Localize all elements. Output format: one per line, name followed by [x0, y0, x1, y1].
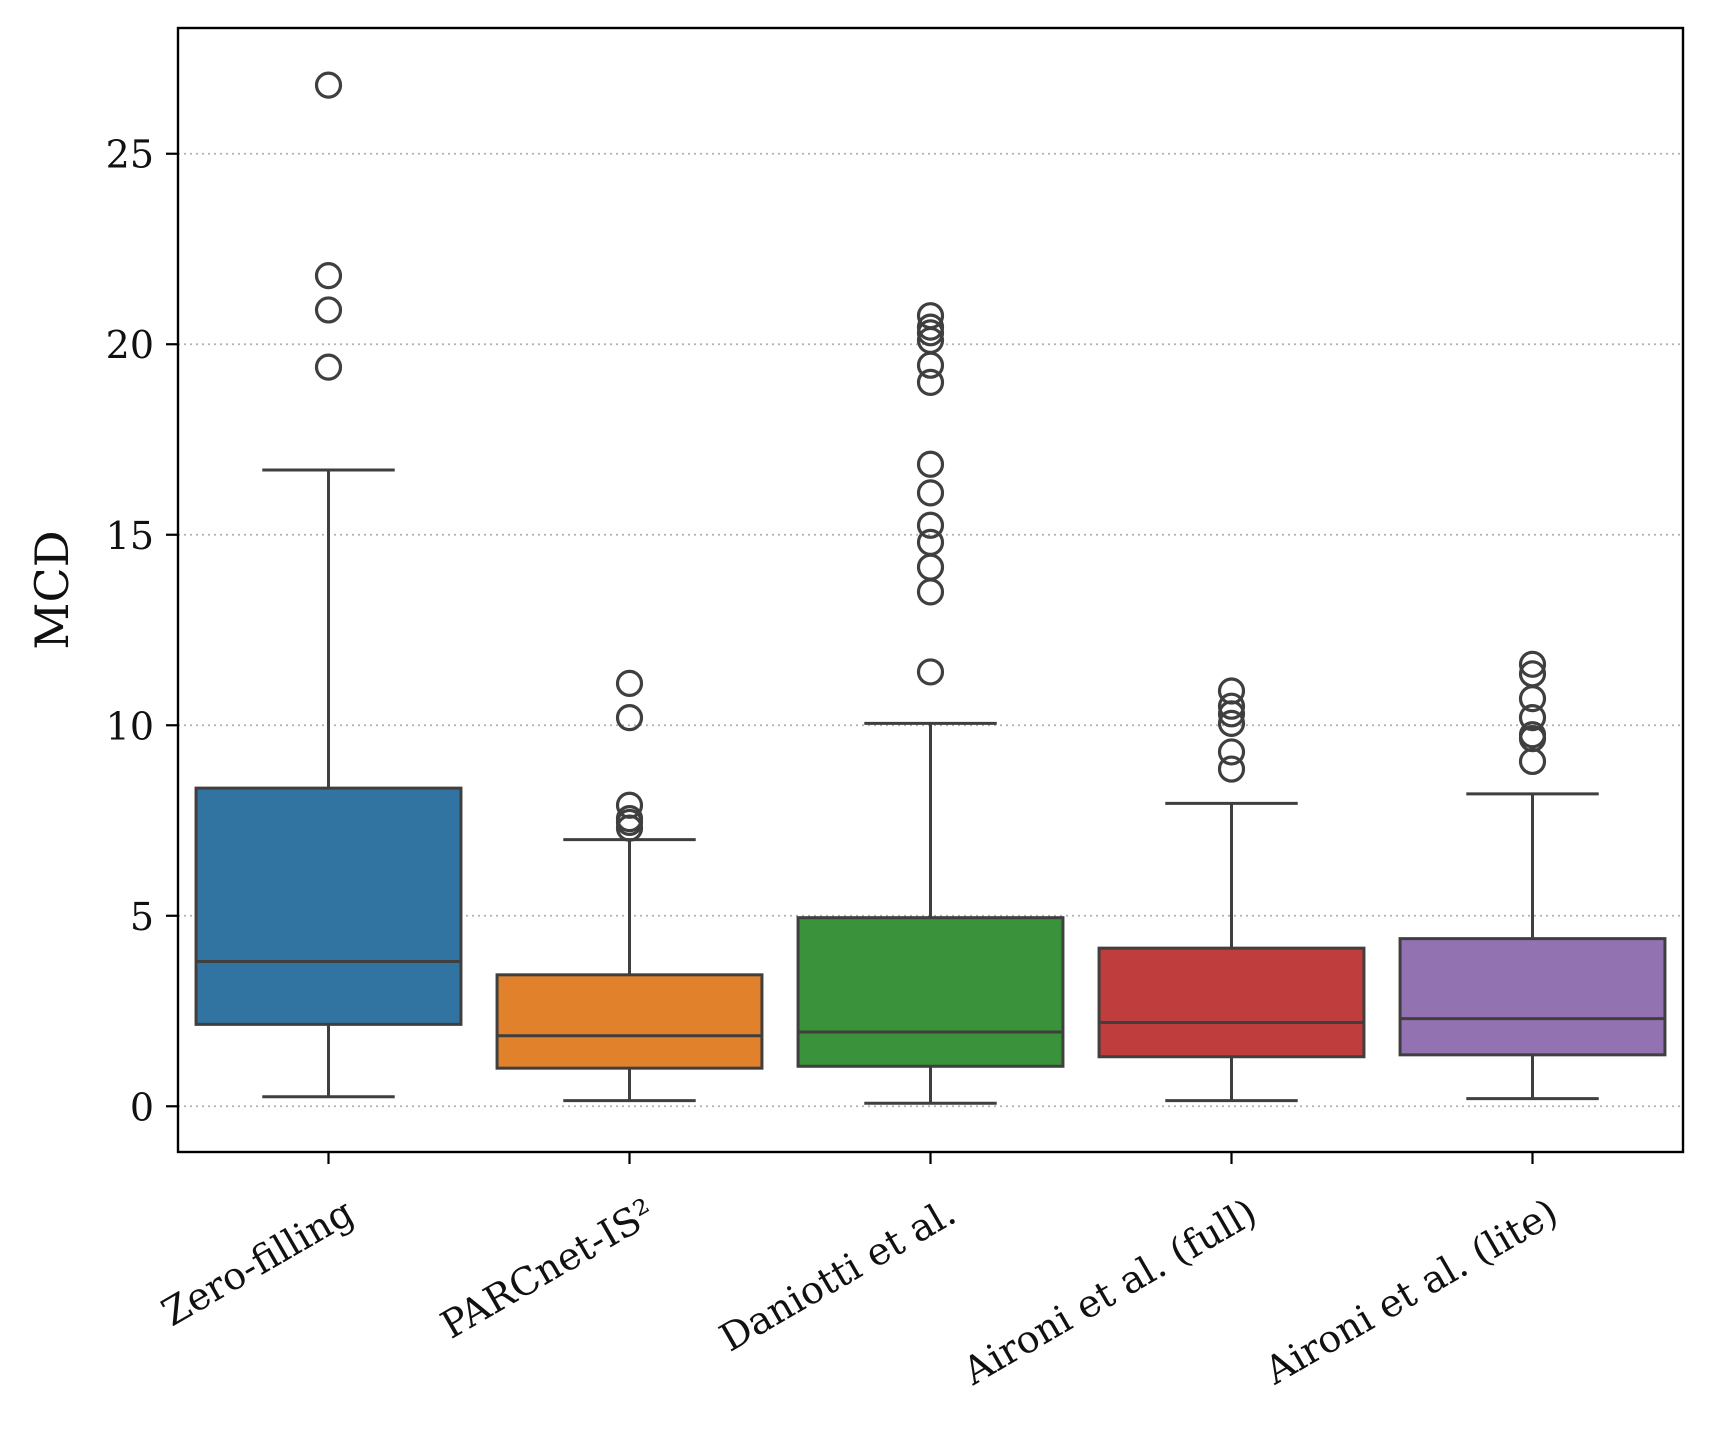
outlier-point — [916, 450, 945, 478]
outlier-point — [916, 368, 945, 396]
iqr-box — [796, 916, 1065, 1068]
outlier-point — [1518, 660, 1547, 688]
outlier-point — [916, 479, 945, 507]
y-tick-label: 5 — [130, 895, 154, 939]
outlier-point — [1518, 650, 1547, 678]
outlier-point — [1217, 692, 1246, 720]
y-tick-label: 20 — [106, 323, 154, 367]
outlier-point — [314, 353, 343, 381]
box-group — [796, 302, 1065, 1105]
y-tick-label: 0 — [130, 1085, 154, 1129]
outlier-point — [615, 669, 644, 697]
outlier-point — [1217, 709, 1246, 737]
outlier-point — [314, 262, 343, 290]
outlier-point — [615, 791, 644, 819]
box-group — [495, 669, 764, 1103]
boxes-layer — [194, 71, 1667, 1105]
iqr-box — [1398, 937, 1667, 1057]
outlier-point — [1518, 721, 1547, 749]
outlier-point — [1217, 677, 1246, 705]
y-tick-label: 10 — [106, 704, 154, 748]
outlier-point — [615, 805, 644, 833]
y-tick-label: 25 — [106, 133, 154, 177]
outlier-point — [615, 704, 644, 732]
outlier-point — [1217, 738, 1246, 766]
box-group — [1398, 650, 1667, 1101]
outlier-point — [916, 658, 945, 686]
outlier-point — [916, 313, 945, 341]
box-group — [194, 71, 463, 1099]
outlier-point — [314, 296, 343, 324]
iqr-box — [1097, 946, 1366, 1059]
box-group — [1097, 677, 1366, 1103]
outlier-point — [916, 528, 945, 556]
outlier-point — [916, 302, 945, 330]
iqr-box — [495, 973, 764, 1070]
gridlines — [178, 152, 1683, 1108]
y-tick-label: 15 — [106, 514, 154, 558]
outlier-point — [1518, 704, 1547, 732]
y-axis-label: MCD — [25, 530, 79, 649]
outlier-point — [916, 511, 945, 539]
iqr-box — [194, 786, 463, 1026]
outlier-point — [314, 71, 343, 99]
outlier-point — [1217, 755, 1246, 783]
